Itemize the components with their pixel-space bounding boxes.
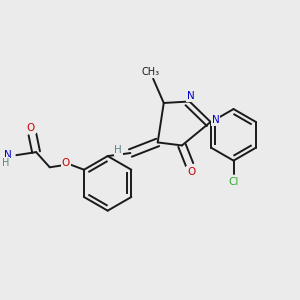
Text: N: N xyxy=(4,149,12,160)
Text: Cl: Cl xyxy=(228,177,239,187)
Text: CH₃: CH₃ xyxy=(141,67,159,77)
Text: O: O xyxy=(187,167,195,177)
Text: N: N xyxy=(187,91,195,101)
Text: O: O xyxy=(27,123,35,133)
Text: H: H xyxy=(114,145,122,155)
Text: N: N xyxy=(212,116,219,125)
Text: H: H xyxy=(2,158,10,168)
Text: O: O xyxy=(62,158,70,168)
